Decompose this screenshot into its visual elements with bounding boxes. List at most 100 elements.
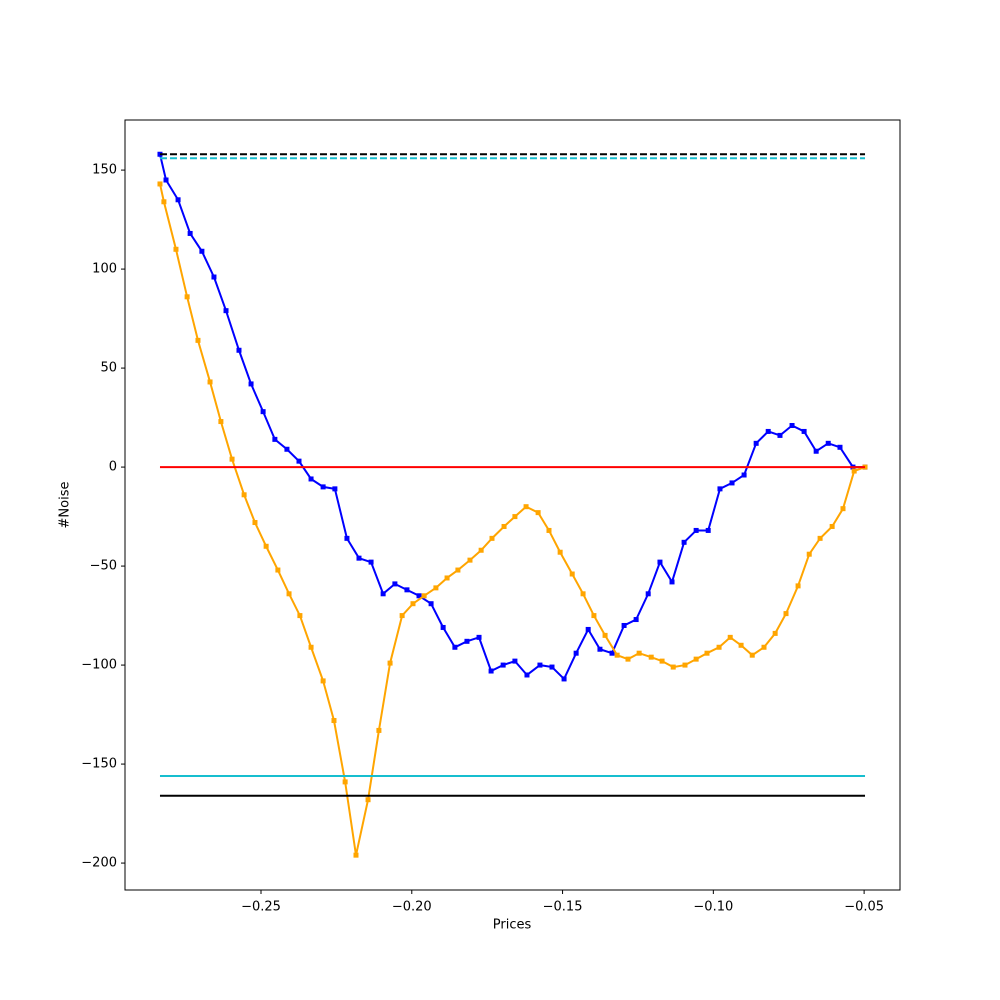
marker: [681, 539, 687, 545]
marker: [789, 423, 795, 429]
marker: [368, 559, 374, 565]
marker: [741, 472, 747, 478]
marker: [670, 664, 676, 670]
marker: [727, 634, 733, 640]
marker: [705, 527, 711, 533]
marker: [693, 527, 699, 533]
marker: [455, 567, 461, 573]
marker: [682, 662, 688, 668]
y-tick-label: −100: [81, 658, 117, 673]
marker: [428, 601, 434, 607]
marker: [195, 337, 201, 343]
marker: [331, 718, 337, 724]
marker: [569, 571, 575, 577]
x-axis-label: Prices: [493, 918, 532, 933]
marker: [716, 644, 722, 650]
marker: [501, 523, 507, 529]
marker: [512, 658, 518, 664]
marker: [524, 672, 530, 678]
marker: [801, 428, 807, 434]
marker: [609, 650, 615, 656]
y-tick-label: 50: [100, 361, 117, 376]
marker: [252, 520, 258, 526]
marker: [416, 593, 422, 599]
marker: [765, 428, 771, 434]
marker: [308, 476, 314, 482]
marker: [645, 591, 651, 597]
marker: [621, 622, 627, 628]
y-axis-label: #Noise: [58, 482, 73, 529]
marker: [467, 557, 473, 563]
marker: [260, 409, 266, 415]
marker: [825, 440, 831, 446]
marker: [376, 727, 382, 733]
y-tick-label: 0: [109, 460, 117, 475]
marker: [738, 642, 744, 648]
marker: [399, 613, 405, 619]
marker: [308, 644, 314, 650]
marker: [597, 646, 603, 652]
marker: [163, 177, 169, 183]
marker: [573, 650, 579, 656]
marker: [817, 535, 823, 541]
marker: [659, 658, 665, 664]
marker: [229, 456, 235, 462]
marker: [535, 510, 541, 516]
marker: [272, 436, 278, 442]
marker: [421, 593, 427, 599]
marker: [512, 514, 518, 520]
marker: [557, 549, 563, 555]
marker: [489, 535, 495, 541]
marker: [761, 644, 767, 650]
marker: [452, 644, 458, 650]
marker: [440, 624, 446, 630]
marker: [648, 654, 654, 660]
marker: [344, 535, 350, 541]
marker: [633, 617, 639, 623]
marker: [173, 246, 179, 252]
marker: [717, 486, 723, 492]
marker: [392, 581, 398, 587]
marker: [837, 444, 843, 450]
x-tick-label: −0.05: [844, 900, 884, 915]
marker: [602, 632, 608, 638]
x-tick-label: −0.15: [543, 900, 583, 915]
marker: [829, 523, 835, 529]
marker: [187, 230, 193, 236]
marker: [537, 662, 543, 668]
x-tick-label: −0.10: [693, 900, 733, 915]
y-tick-label: 100: [92, 262, 117, 277]
marker: [248, 381, 254, 387]
marker: [218, 419, 224, 425]
marker: [478, 547, 484, 553]
marker: [342, 779, 348, 785]
marker: [549, 664, 555, 670]
marker: [772, 630, 778, 636]
y-tick-label: −150: [81, 757, 117, 772]
marker: [777, 432, 783, 438]
marker: [614, 652, 620, 658]
marker: [207, 379, 213, 385]
marker: [669, 579, 675, 585]
marker: [488, 668, 494, 674]
marker: [353, 852, 359, 858]
marker: [500, 662, 506, 668]
marker: [561, 676, 567, 682]
marker: [585, 626, 591, 632]
marker: [175, 197, 181, 203]
marker: [476, 634, 482, 640]
marker: [580, 591, 586, 597]
marker: [410, 601, 416, 607]
marker: [753, 440, 759, 446]
y-tick-label: 150: [92, 163, 117, 178]
marker: [729, 480, 735, 486]
marker: [263, 543, 269, 549]
marker: [211, 274, 217, 280]
plot-frame: [124, 119, 901, 891]
marker: [840, 506, 846, 512]
marker: [806, 551, 812, 557]
marker: [433, 585, 439, 591]
marker: [813, 448, 819, 454]
